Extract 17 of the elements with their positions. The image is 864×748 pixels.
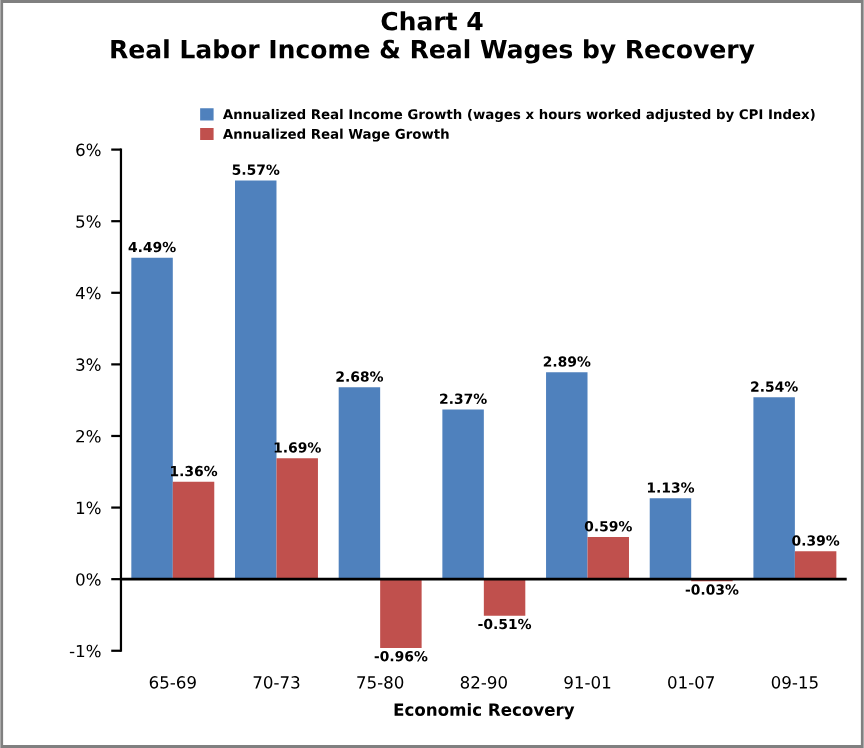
- y-tick-label: 0%: [76, 573, 101, 586]
- x-tick-label: 75-80: [357, 676, 404, 689]
- y-tick-label: 2%: [76, 429, 101, 443]
- y-tick-label: 3%: [76, 358, 101, 371]
- x-tick-label: 91-01: [564, 676, 611, 689]
- y-tick-label: 6%: [76, 143, 101, 157]
- y-tick-label: 4%: [75, 286, 101, 300]
- x-tick-label: 09-15: [771, 676, 818, 689]
- x-tick-label: 65-69: [149, 676, 196, 689]
- x-tick-label: 82-90: [460, 676, 507, 689]
- y-tick-label: 1%: [76, 501, 101, 515]
- x-axis-title: Economic Recovery: [394, 703, 575, 720]
- y-tick-label: 5%: [76, 215, 101, 228]
- y-tick-label: -1%: [69, 644, 101, 658]
- x-tick-label: 01-07: [668, 676, 714, 689]
- chart-title: Chart 4 Real Labor Income & Real Wages by Recovery: [111, 11, 755, 64]
- x-tick-label: 70-73: [253, 676, 300, 689]
